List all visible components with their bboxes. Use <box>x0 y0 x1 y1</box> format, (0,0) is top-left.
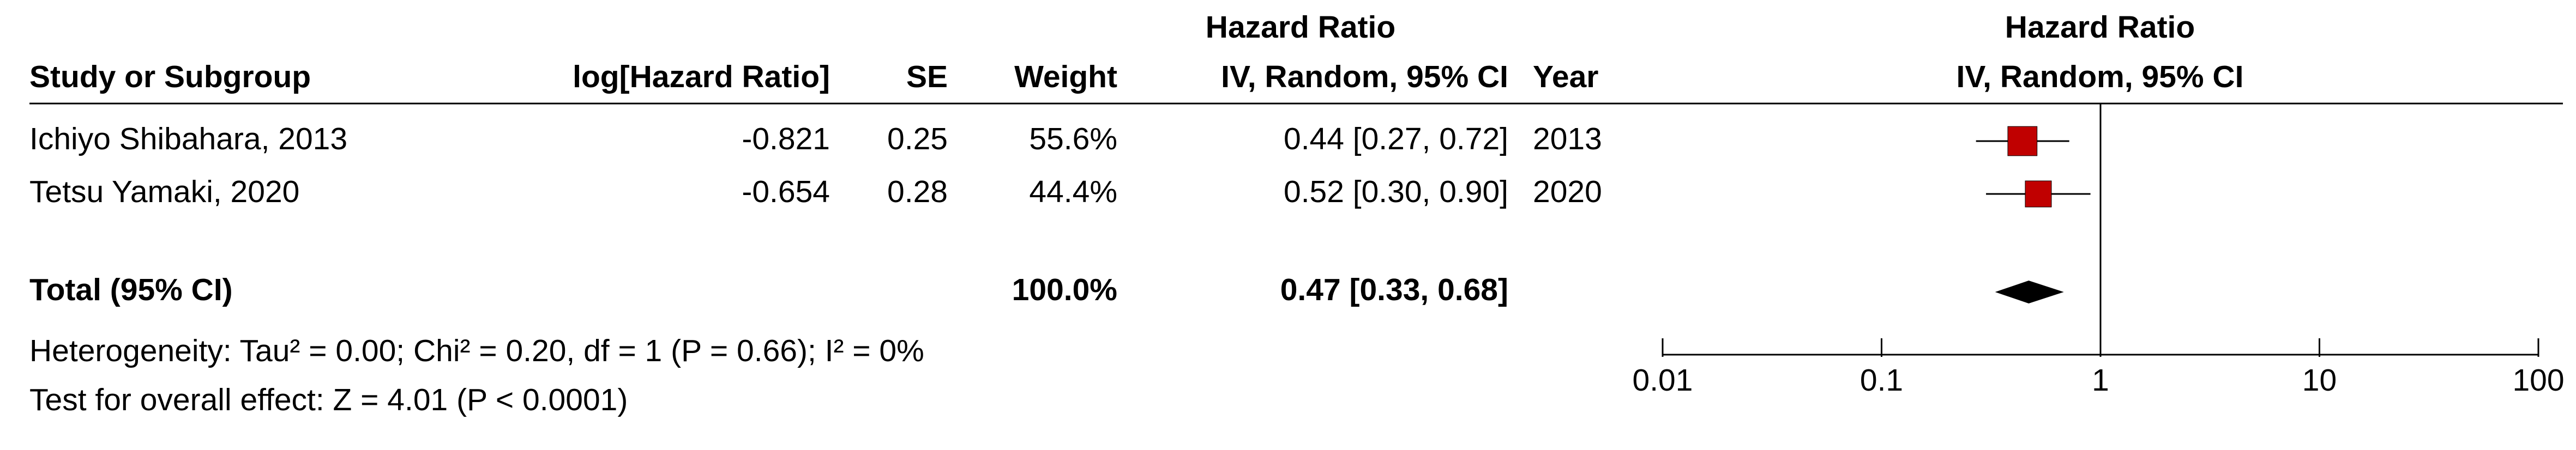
effect-square <box>2007 126 2038 156</box>
weight: 44.4% <box>1029 174 1117 209</box>
total-diamond <box>1995 281 2064 303</box>
plot-subtitle: IV, Random, 95% CI <box>1957 59 2244 94</box>
log-hr: -0.654 <box>742 174 830 209</box>
overall-effect: Test for overall effect: Z = 4.01 (P < 0… <box>29 382 628 417</box>
column-header: IV, Random, 95% CI <box>1221 59 1508 94</box>
column-header: Weight <box>1014 59 1117 94</box>
x-tick-label: 100 <box>2512 363 2564 398</box>
year: 2020 <box>1533 174 1602 209</box>
x-tick-label: 0.01 <box>1633 363 1693 398</box>
heterogeneity: Heterogeneity: Tau² = 0.00; Chi² = 0.20,… <box>29 333 924 368</box>
plot-title: Hazard Ratio <box>2005 10 2195 45</box>
x-tick-label: 10 <box>2302 363 2337 398</box>
log-hr: -0.821 <box>742 121 830 156</box>
se: 0.25 <box>887 121 948 156</box>
effect-ci: 0.52 [0.30, 0.90] <box>1284 174 1508 209</box>
study-name: Ichiyo Shibahara, 2013 <box>29 121 347 156</box>
total-name: Total (95% CI) <box>29 272 233 307</box>
total-weight: 100.0% <box>1012 272 1117 307</box>
year: 2013 <box>1533 121 1602 156</box>
weight: 55.6% <box>1029 121 1117 156</box>
effect-ci: 0.44 [0.27, 0.72] <box>1284 121 1508 156</box>
column-header: Year <box>1533 59 1598 94</box>
total-ci: 0.47 [0.33, 0.68] <box>1280 272 1508 307</box>
column-header: SE <box>906 59 948 94</box>
x-tick-label: 1 <box>2092 363 2109 398</box>
study-name: Tetsu Yamaki, 2020 <box>29 174 299 209</box>
se: 0.28 <box>887 174 948 209</box>
effect-header: Hazard Ratio <box>1206 10 1395 45</box>
x-tick-label: 0.1 <box>1860 363 1903 398</box>
column-header: Study or Subgroup <box>29 59 311 94</box>
column-header: log[Hazard Ratio] <box>573 59 830 94</box>
effect-square <box>2025 180 2052 208</box>
